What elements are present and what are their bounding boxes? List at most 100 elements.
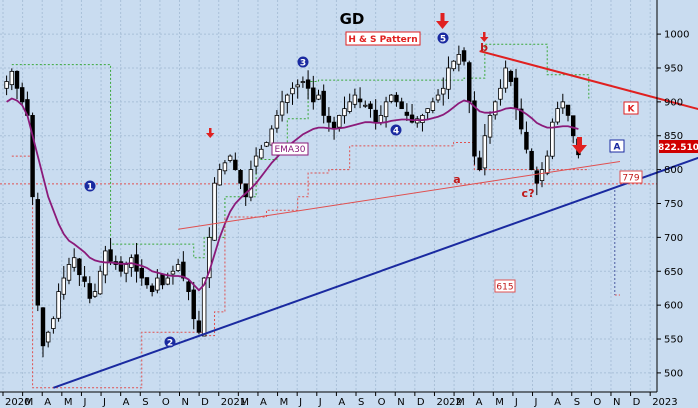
candle-body <box>56 291 61 319</box>
candle <box>472 91 477 165</box>
candle-body <box>493 101 498 116</box>
level-615-label: 615 <box>496 283 513 293</box>
svg-text:2: 2 <box>167 339 173 349</box>
candle-body <box>201 277 207 337</box>
x-tick-label: M <box>280 397 289 408</box>
candle <box>212 177 217 241</box>
candle-body <box>61 277 66 295</box>
candle <box>66 257 72 285</box>
y-tick-label: 700 <box>664 233 683 244</box>
y-axis-ticks: 500 550 600 650 700 750 800 850 900 950 1000 <box>657 30 689 379</box>
candle <box>253 147 259 174</box>
candle <box>555 101 560 125</box>
y-tick-label: 500 <box>664 368 683 379</box>
y-tick-label: 750 <box>664 199 683 210</box>
candle-body <box>274 115 280 129</box>
candle-body <box>305 79 311 89</box>
candle <box>61 266 66 300</box>
x-tick-label: J <box>102 397 106 408</box>
candle <box>175 258 181 273</box>
candle-body <box>311 87 316 103</box>
candle-body <box>321 90 326 116</box>
candle-body <box>461 50 467 62</box>
x-tick-label: 2021 <box>221 397 246 408</box>
candle-body <box>524 131 529 150</box>
x-tick-label: M <box>240 397 249 408</box>
candle-body <box>534 170 540 184</box>
x-tick-label: 2023 <box>652 397 677 408</box>
candle <box>56 283 61 322</box>
svg-text:1: 1 <box>87 183 93 193</box>
last-price-label: 822.510 <box>658 143 698 153</box>
x-tick-label: M <box>64 397 73 408</box>
candle-body <box>467 62 472 103</box>
candle <box>290 82 295 105</box>
candle <box>82 265 87 288</box>
candle-body <box>290 87 295 95</box>
arrow-down-icon <box>436 13 449 29</box>
candle-body <box>77 258 82 276</box>
candle <box>45 330 51 348</box>
x-tick-label: A <box>123 397 130 408</box>
candle-body <box>155 277 160 291</box>
last-price-box <box>659 140 698 153</box>
x-tick-label: A <box>44 397 51 408</box>
x-tick-label: O <box>162 397 170 408</box>
candle <box>342 96 347 124</box>
candle <box>425 108 430 120</box>
candle-body <box>482 135 488 169</box>
candle <box>222 160 228 175</box>
svg-text:5: 5 <box>440 35 446 45</box>
candle <box>19 82 25 106</box>
candle <box>217 163 222 186</box>
candle-body <box>498 87 503 100</box>
candle <box>139 259 144 286</box>
wave-marker-3: 3 <box>297 56 309 69</box>
candle-body <box>425 108 430 113</box>
candle-body <box>217 169 222 186</box>
candle <box>420 113 425 132</box>
candle <box>243 183 248 206</box>
candle <box>503 60 508 93</box>
candle-body <box>108 249 113 262</box>
x-tick-label: O <box>593 397 601 408</box>
candle <box>399 97 404 110</box>
candle-body <box>71 257 77 268</box>
candle-body <box>399 101 404 110</box>
candle-body <box>149 285 155 292</box>
x-tick-label: D <box>201 397 209 408</box>
candle <box>191 281 196 330</box>
candle-body <box>279 101 285 116</box>
candle-body <box>383 101 389 118</box>
candle-body <box>316 94 321 100</box>
x-tick-label: D <box>633 397 641 408</box>
candle-body <box>456 54 462 65</box>
arrow-down-icon <box>572 137 587 154</box>
candle-body <box>35 199 41 306</box>
candle-body <box>544 155 550 174</box>
candle-body <box>227 155 233 161</box>
candle <box>441 77 446 106</box>
candle-body <box>212 182 217 241</box>
x-tick-label: N <box>397 397 404 408</box>
y-tick-label: 600 <box>664 301 683 312</box>
candle <box>560 93 566 114</box>
candle-body <box>347 101 352 112</box>
horizontal-levels <box>0 183 657 296</box>
y-tick-label: 850 <box>664 131 683 142</box>
pattern-label: H & S Pattern <box>348 35 417 45</box>
candle-body <box>404 111 410 116</box>
y-tick-label: 1000 <box>664 30 689 41</box>
candle-body <box>264 142 269 147</box>
x-tick-label: S <box>142 397 148 408</box>
wave-marker-4: 4 <box>390 124 402 137</box>
candle <box>35 192 41 312</box>
candle <box>508 69 514 87</box>
x-tick-label: J <box>298 397 302 408</box>
candle-body <box>394 94 399 103</box>
candle-body <box>97 270 103 295</box>
candle-body <box>40 307 46 347</box>
candle-body <box>555 108 560 123</box>
candle-body <box>30 115 35 198</box>
candle <box>461 47 467 66</box>
